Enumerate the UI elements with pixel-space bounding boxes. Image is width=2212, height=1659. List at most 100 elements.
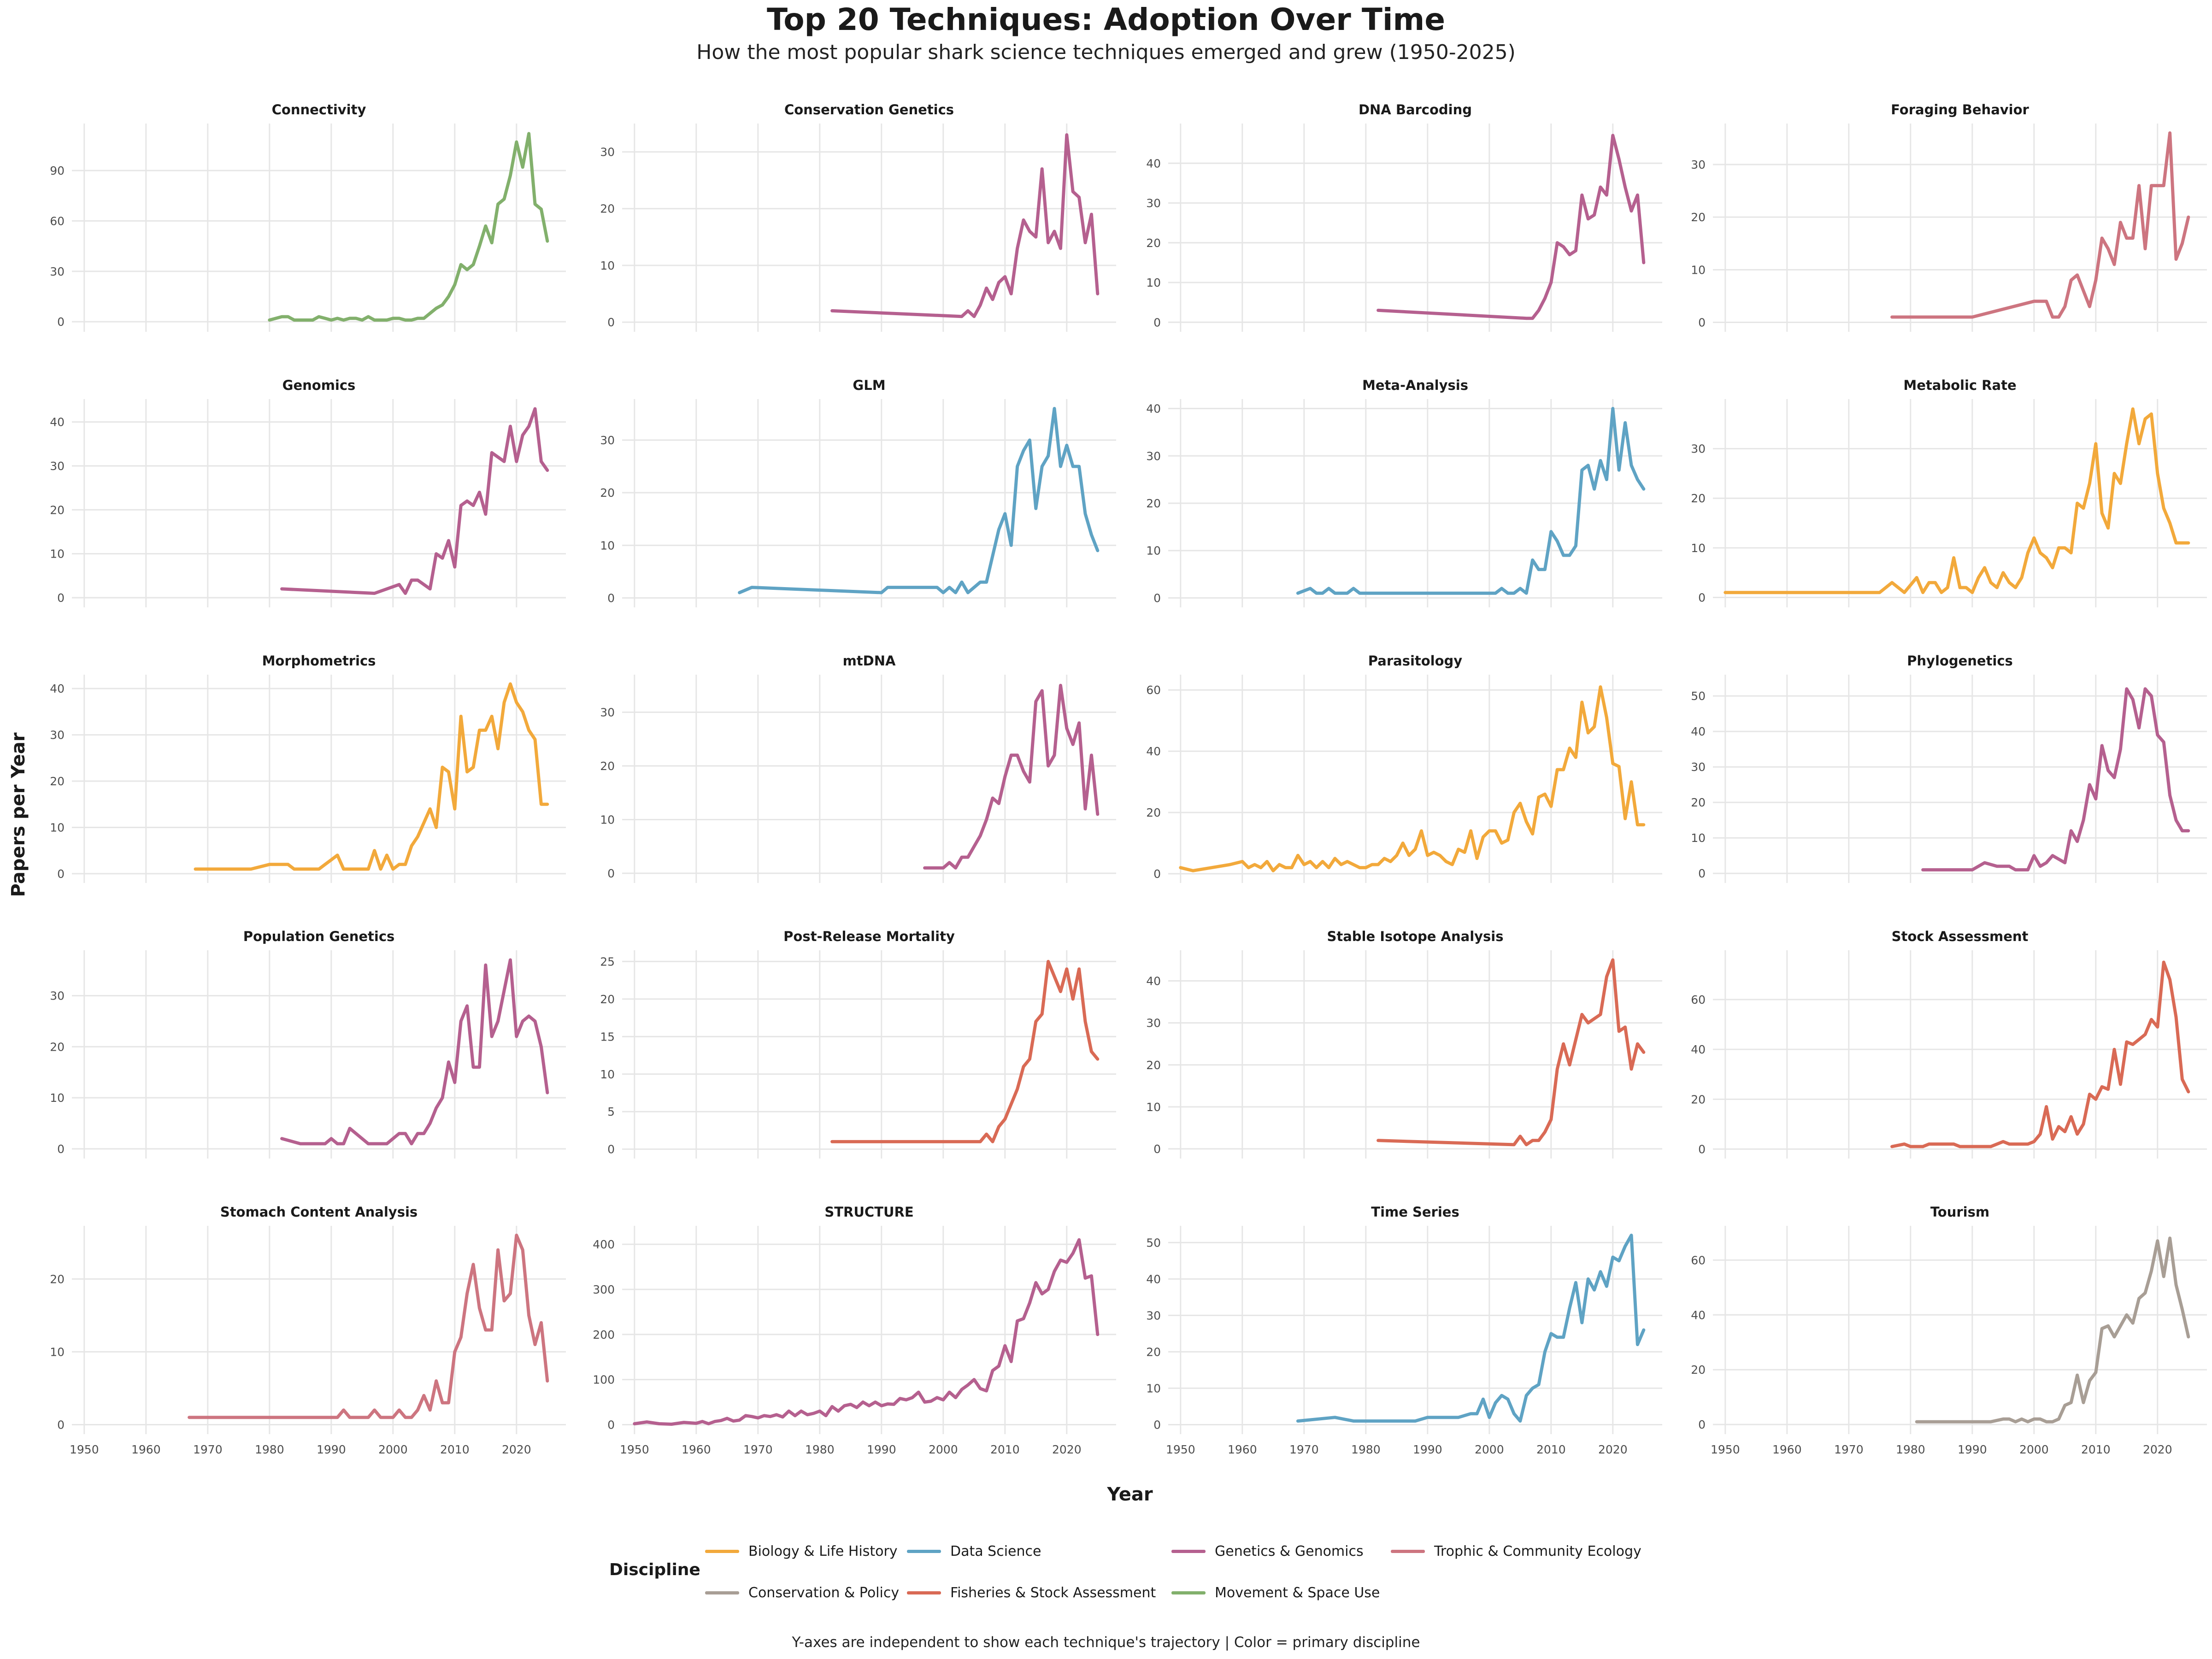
series-line — [830, 959, 1100, 1143]
y-tick-label: 20 — [1691, 492, 1706, 505]
panel-stable-isotope-analysis: Stable Isotope Analysis 0 10 20 30 40 — [1146, 929, 1662, 1159]
y-tick-label: 10 — [1691, 263, 1706, 276]
panel-metabolic-rate: Metabolic Rate 0 10 20 30 — [1691, 377, 2207, 607]
y-tick-label: 10 — [50, 547, 65, 561]
y-tick-label: 100 — [593, 1373, 615, 1387]
x-tick-label: 1970 — [743, 1443, 773, 1456]
x-tick-label: 2000 — [1475, 1443, 1504, 1456]
series-line — [1890, 960, 2190, 1148]
series-line — [1921, 687, 2190, 871]
series-line — [1890, 131, 2190, 319]
y-tick-label: 30 — [1146, 197, 1161, 210]
panel-glm: GLM 0 10 20 30 — [600, 377, 1116, 607]
x-tick-label: 1950 — [1711, 1443, 1740, 1456]
y-tick-label: 20 — [1146, 1059, 1161, 1072]
legend-swatch — [1171, 1591, 1206, 1594]
x-tick-label: 1950 — [620, 1443, 649, 1456]
y-tick-label: 10 — [1146, 544, 1161, 558]
y-tick-label: 10 — [50, 821, 65, 834]
panel-phylogenetics: Phylogenetics 0 10 20 30 40 50 — [1691, 653, 2207, 883]
y-tick-label: 10 — [1146, 276, 1161, 289]
x-tick-label: 1970 — [1289, 1443, 1319, 1456]
panel-title: Stable Isotope Analysis — [1327, 929, 1503, 944]
legend-label: Genetics & Genomics — [1215, 1543, 1364, 1559]
y-tick-label: 10 — [50, 1091, 65, 1105]
y-tick-label: 40 — [1146, 745, 1161, 758]
panel-title: Population Genetics — [243, 929, 395, 944]
chart-caption: Y-axes are independent to show each tech… — [792, 1634, 1420, 1651]
y-tick-label: 30 — [50, 989, 65, 1003]
panel-title: Conservation Genetics — [784, 102, 954, 118]
x-tick-label: 1980 — [1351, 1443, 1381, 1456]
y-tick-label: 30 — [600, 146, 615, 159]
panel-structure: STRUCTURE 0 100 200 300 400 1950 1960 1970 1980 19… — [593, 1204, 1116, 1456]
y-tick-label: 20 — [50, 1040, 65, 1053]
x-tick-label: 2000 — [2019, 1443, 2049, 1456]
series-line — [188, 1234, 549, 1419]
x-tick-label: 2020 — [502, 1443, 531, 1456]
y-tick-label: 40 — [1691, 1308, 1706, 1322]
x-tick-label: 1950 — [1166, 1443, 1195, 1456]
y-tick-label: 20 — [1691, 211, 1706, 224]
y-tick-label: 0 — [1153, 867, 1161, 881]
y-tick-label: 20 — [1146, 806, 1161, 819]
y-tick-label: 20 — [600, 486, 615, 500]
y-tick-label: 0 — [607, 1418, 615, 1431]
y-tick-label: 40 — [1146, 975, 1161, 988]
y-tick-label: 0 — [57, 1418, 65, 1431]
legend-label: Fisheries & Stock Assessment — [950, 1584, 1156, 1601]
x-axis-title: Year — [1107, 1484, 1153, 1505]
x-tick-label: 2000 — [929, 1443, 958, 1456]
x-tick-label: 1970 — [1834, 1443, 1864, 1456]
y-tick-label: 20 — [1691, 796, 1706, 809]
x-tick-label: 1980 — [255, 1443, 284, 1456]
y-tick-label: 30 — [1691, 442, 1706, 456]
y-tick-label: 20 — [50, 775, 65, 788]
y-tick-label: 10 — [1691, 831, 1706, 845]
y-tick-label: 20 — [1146, 497, 1161, 510]
y-tick-label: 30 — [50, 459, 65, 473]
panel-title: mtDNA — [843, 653, 896, 669]
legend-item-fisheries: Fisheries & Stock Assessment — [907, 1583, 1156, 1602]
panel-title: Tourism — [1930, 1204, 1989, 1220]
x-tick-label: 2020 — [1052, 1443, 1082, 1456]
legend-item-conservation: Conservation & Policy — [705, 1583, 899, 1602]
y-tick-label: 50 — [1691, 689, 1706, 703]
legend-item-genetics: Genetics & Genomics — [1171, 1542, 1364, 1560]
series-line — [1179, 685, 1646, 872]
y-tick-label: 10 — [1146, 1382, 1161, 1395]
x-tick-label: 2010 — [990, 1443, 1020, 1456]
legend-label: Conservation & Policy — [748, 1584, 900, 1601]
panel-post-release-mortality: Post-Release Mortality 0 5 10 15 20 25 — [600, 929, 1116, 1159]
series-line — [1296, 407, 1646, 595]
panel-mtdna: mtDNA 0 10 20 30 — [600, 653, 1116, 883]
panel-title: Foraging Behavior — [1891, 102, 2029, 118]
y-tick-label: 30 — [1691, 760, 1706, 774]
series-line — [633, 1238, 1100, 1426]
y-tick-label: 10 — [600, 259, 615, 272]
x-tick-label: 1990 — [317, 1443, 346, 1456]
y-tick-label: 10 — [1146, 1100, 1161, 1114]
panel-title: Genomics — [282, 377, 356, 393]
x-tick-label: 1970 — [193, 1443, 223, 1456]
panel-dna-barcoding: DNA Barcoding 0 10 20 30 40 — [1146, 102, 1662, 332]
legend-swatch — [1171, 1549, 1206, 1553]
y-tick-label: 30 — [1691, 158, 1706, 171]
panel-time-series: Time Series 0 10 20 30 40 50 1950 1960 1970 1980 19… — [1146, 1204, 1662, 1456]
legend-swatch — [907, 1591, 941, 1594]
x-tick-label: 1960 — [131, 1443, 161, 1456]
y-tick-label: 0 — [607, 867, 615, 880]
y-tick-label: 0 — [57, 591, 65, 605]
panel-meta-analysis: Meta-Analysis 0 10 20 30 40 — [1146, 377, 1662, 607]
y-tick-label: 0 — [57, 315, 65, 329]
legend-title: Discipline — [609, 1560, 700, 1579]
y-tick-label: 20 — [50, 1272, 65, 1286]
y-tick-label: 0 — [1153, 1142, 1161, 1156]
legend-label: Trophic & Community Ecology — [1434, 1543, 1641, 1559]
y-tick-label: 20 — [600, 993, 615, 1006]
legend-label: Data Science — [950, 1543, 1041, 1559]
y-tick-label: 40 — [1691, 1043, 1706, 1056]
y-tick-label: 0 — [1698, 316, 1706, 329]
y-tick-label: 10 — [600, 1068, 615, 1081]
y-tick-label: 40 — [50, 416, 65, 429]
